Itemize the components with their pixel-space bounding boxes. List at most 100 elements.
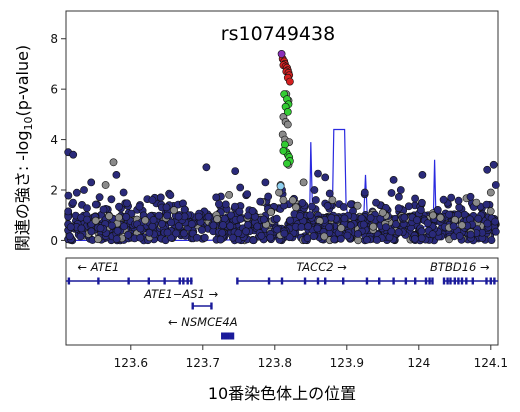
- background-snp-point: [123, 199, 131, 208]
- gene-exon: [442, 277, 446, 285]
- background-snp-point: [433, 205, 442, 214]
- background-snp-point: [474, 214, 483, 223]
- snp-point: [87, 178, 96, 187]
- snp-point: [447, 193, 456, 202]
- y-tick-label: 8: [50, 32, 58, 46]
- background-snp-point: [122, 212, 131, 221]
- snp-point-low-ld: [101, 181, 110, 189]
- background-snp-point: [83, 204, 91, 212]
- background-snp-point: [273, 225, 282, 234]
- background-snp-point: [243, 190, 252, 198]
- y-axis-label-prefix: 関連の強さ: -log: [13, 131, 32, 252]
- background-snp-point: [325, 189, 334, 198]
- background-snp-point: [221, 200, 230, 209]
- background-snp-point: [72, 188, 81, 197]
- snp-point-low-ld: [109, 158, 118, 167]
- gene-exon: [431, 277, 434, 285]
- y-axis-label-subscript: 10: [22, 117, 35, 131]
- gene-panel: [65, 257, 499, 346]
- background-snp-point: [439, 195, 448, 204]
- gene-exon: [465, 277, 468, 285]
- snp-point-low-ld: [279, 196, 288, 204]
- snp-points-layer: [64, 50, 500, 245]
- snp-point: [491, 181, 500, 189]
- background-snp-point: [163, 211, 172, 220]
- background-snp-point: [66, 223, 75, 231]
- background-snp-point: [225, 190, 233, 199]
- chart-title: rs10749438: [221, 23, 335, 45]
- background-snp-point: [292, 203, 300, 212]
- gene-track-layer: ← ATE1 TACC2 → BTBD16 → ATE1−AS1 → ← NSMCE4A: [66, 260, 498, 340]
- background-snp-point: [296, 212, 304, 220]
- background-snp-point: [451, 215, 459, 224]
- gene-exon: [392, 277, 395, 285]
- background-snp-point: [187, 220, 196, 228]
- y-tick-label: 6: [50, 83, 58, 97]
- snp-point-mid-ld: [283, 159, 291, 168]
- snp-point-low-ld: [213, 215, 222, 223]
- background-snp-point: [266, 233, 275, 242]
- snp-point-low-ld: [170, 206, 178, 215]
- gene-exon: [280, 277, 284, 285]
- background-snp-point: [174, 212, 183, 221]
- gene-exon: [191, 302, 194, 310]
- background-snp-point: [253, 222, 262, 231]
- y-axis-label-suffix: (p-value): [13, 45, 32, 117]
- snp-point: [69, 150, 78, 159]
- x-tick-label: 123.6: [114, 356, 148, 370]
- background-snp-point: [373, 236, 381, 244]
- gene-exon: [236, 277, 239, 285]
- background-snp-point: [491, 217, 499, 226]
- background-snp-point: [286, 216, 294, 225]
- gene-exon: [316, 277, 320, 285]
- gene-exon: [428, 277, 431, 285]
- snp-point: [489, 160, 498, 169]
- background-snp-point: [158, 219, 166, 228]
- background-snp-point: [200, 233, 209, 242]
- x-tick-label: 124: [407, 356, 430, 370]
- background-snp-point: [248, 206, 257, 215]
- snp-point: [236, 183, 245, 192]
- background-snp-point: [362, 235, 371, 244]
- gene-label: ← NSMCE4A: [168, 315, 238, 329]
- snp-point-high-ld: [285, 77, 294, 86]
- background-snp-point: [449, 222, 458, 231]
- gene-exon: [424, 277, 428, 285]
- background-snp-point: [429, 211, 437, 220]
- background-snp-point: [313, 224, 322, 233]
- background-snp-point: [95, 193, 104, 202]
- background-snp-point: [387, 189, 396, 197]
- background-snp-point: [115, 213, 123, 222]
- background-snp-point: [369, 222, 378, 231]
- background-snp-point: [145, 228, 154, 237]
- snp-point: [314, 169, 322, 178]
- background-snp-point: [366, 213, 375, 222]
- background-snp-point: [417, 198, 426, 207]
- background-snp-point: [297, 223, 306, 231]
- background-snp-point: [323, 201, 332, 210]
- snp-point: [231, 167, 240, 175]
- background-snp-point: [394, 228, 403, 237]
- background-snp-point: [99, 205, 108, 214]
- x-axis-label: 10番染色体上の位置: [208, 384, 356, 403]
- background-snp-point: [257, 231, 266, 240]
- snp-point: [119, 188, 128, 197]
- gene-label: ← ATE1: [77, 260, 119, 274]
- gene-exon: [457, 277, 460, 285]
- background-snp-point: [108, 221, 116, 230]
- background-snp-point: [214, 200, 223, 208]
- x-tick-label: 123.9: [330, 356, 364, 370]
- background-snp-point: [219, 221, 227, 229]
- snp-point: [321, 173, 330, 182]
- background-snp-point: [337, 224, 346, 232]
- background-snp-point: [309, 232, 318, 241]
- background-snp-point: [330, 235, 339, 244]
- background-snp-point: [483, 219, 492, 228]
- lead-snp-point: [277, 50, 286, 58]
- background-snp-point: [83, 215, 91, 224]
- background-snp-point: [64, 191, 73, 200]
- gene-exon: [493, 277, 496, 285]
- snp-point-low-ld: [275, 188, 283, 197]
- background-snp-point: [256, 197, 265, 206]
- background-snp-point: [124, 230, 133, 239]
